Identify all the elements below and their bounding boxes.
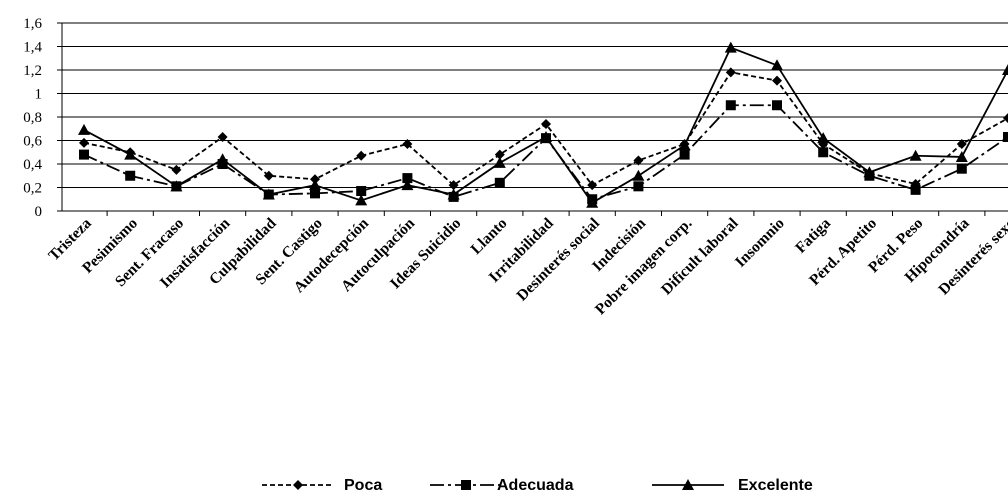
x-tick-label: Fatiga [792,215,834,257]
square-marker [679,149,690,160]
triangle-marker [309,179,321,191]
triangle-marker [678,139,691,151]
triangle-marker [493,156,506,168]
y-tick-label: 1,4 [23,40,42,56]
square-marker [79,149,89,160]
series-excelente [78,41,1008,208]
x-tick-label: Desinterés social [513,214,603,304]
diamond-marker [633,155,644,166]
x-tick-label: Llanto [468,215,511,258]
triangle-marker [817,132,830,144]
triangle-marker [78,123,90,135]
square-marker [956,163,967,174]
gridlines [62,22,1008,212]
diamond-marker [772,75,782,86]
diamond-marker [956,139,967,150]
diamond-marker [494,149,505,160]
y-axis-ticks: 0 0,2 0,4 0,6 0,8 1 1,2 1,4 1,6 [23,16,42,220]
triangle-marker [586,196,599,208]
y-tick-label: 0,6 [23,134,42,150]
square-marker [772,100,782,111]
diamond-marker [1003,113,1008,124]
diamond-marker [448,180,459,191]
diamond-marker [171,164,182,175]
square-marker [725,100,736,111]
triangle-marker [401,179,414,191]
series-group [78,41,1008,208]
legend-item-poca: Poca [262,477,382,494]
triangle-marker [447,188,460,200]
square-marker [310,188,320,199]
triangle-marker [724,41,737,53]
diamond-marker [356,150,367,161]
y-tick-label: 0 [35,204,43,220]
diamond-marker [263,170,274,181]
series-adecuada [79,100,1008,205]
diamond-marker [293,480,303,490]
square-marker [1003,131,1008,142]
triangle-marker [1002,64,1008,75]
y-tick-label: 0,4 [23,157,42,173]
triangle-marker [771,59,783,71]
legend-label: Adecuada [497,477,574,494]
square-marker [818,147,829,158]
y-tick-label: 0,2 [23,181,42,197]
x-tick-label: Insomnio [732,215,788,271]
triangle-marker [170,180,183,192]
axes [57,22,986,216]
square-marker [910,184,921,195]
triangle-marker [955,150,968,162]
triangle-marker [262,188,275,200]
diamond-marker [587,180,598,191]
triangle-marker [909,149,922,161]
triangle-marker [682,479,694,490]
square-marker [633,181,644,192]
triangle-marker [355,194,368,206]
triangle-marker [124,148,137,160]
square-marker [402,173,413,184]
legend-label: Excelente [738,477,813,494]
diamond-marker [402,139,413,150]
legend-item-excelente: Excelente [652,477,813,494]
square-marker [356,186,367,197]
y-tick-label: 0,8 [23,110,42,126]
legend: Poca Adecuada Excelente [262,477,813,494]
diamond-marker [725,67,736,78]
diamond-marker [541,119,551,130]
triangle-marker [216,153,229,165]
y-tick-label: 1,6 [23,16,42,32]
triangle-marker [863,166,876,178]
diamond-marker [79,137,89,148]
triangle-marker [540,130,552,142]
square-marker [125,170,136,181]
legend-item-adecuada: Adecuada [430,477,574,494]
square-marker [494,177,505,188]
diamond-marker [217,131,228,142]
y-tick-label: 1 [35,87,43,103]
square-marker [461,480,471,490]
y-tick-label: 1,2 [23,63,42,79]
triangle-marker [632,169,645,181]
legend-label: Poca [344,477,382,494]
